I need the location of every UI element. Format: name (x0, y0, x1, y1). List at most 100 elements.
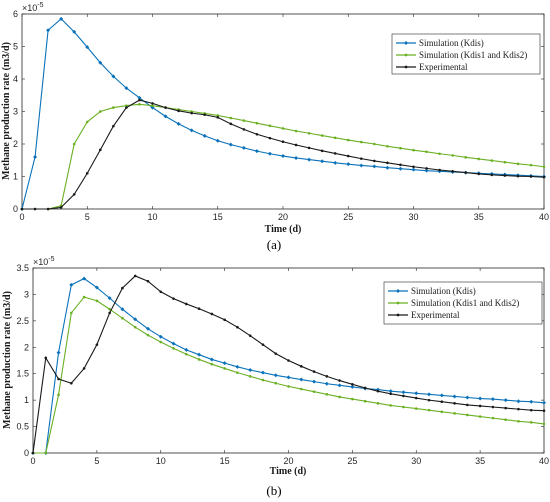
data-point-kdis12-b (146, 333, 150, 337)
data-point-kdis12-b (440, 410, 444, 414)
x-tick-label-b: 5 (94, 456, 99, 466)
data-point-exp-a (490, 173, 494, 177)
y-tick-label-b: 0.5 (16, 422, 29, 432)
data-point-kdis-b (490, 397, 495, 402)
data-point-exp-a (255, 132, 259, 136)
data-point-kdis-b (171, 341, 176, 346)
series-group-a (20, 16, 546, 211)
data-point-exp-a (164, 106, 167, 109)
legend-a-label-kdis12: Simulation (Kdis1 and Kdis2) (419, 50, 527, 60)
x-tick-label-a: 30 (408, 212, 418, 222)
data-point-exp-b (517, 407, 520, 411)
data-point-kdis-a (46, 28, 51, 33)
data-point-kdis12-a (477, 157, 481, 161)
data-point-exp-a (360, 157, 363, 160)
data-point-kdis-a (385, 165, 390, 170)
x-tick-label-b: 30 (411, 456, 421, 466)
x-tick-label-b: 25 (347, 456, 357, 466)
data-point-kdis-b (222, 361, 227, 366)
data-point-kdis-a (424, 168, 429, 173)
data-point-kdis-a (215, 138, 220, 143)
data-point-kdis12-b (287, 385, 290, 388)
data-point-kdis12-a (307, 131, 311, 135)
y-tick-label-a: 2 (13, 139, 18, 149)
data-point-kdis-a (33, 155, 38, 159)
series-group-b (31, 274, 546, 455)
data-point-kdis-a (254, 149, 259, 154)
data-point-kdis12-b (504, 418, 507, 422)
data-point-exp-b (197, 307, 201, 311)
data-point-kdis-b (133, 317, 138, 322)
data-point-exp-a (373, 159, 376, 163)
data-point-kdis-a (372, 164, 377, 169)
data-point-kdis12-b (325, 393, 329, 396)
multiplier-a: ×10-5 (22, 2, 44, 13)
data-point-exp-b (542, 409, 546, 413)
data-point-kdis-a (281, 154, 285, 159)
data-point-exp-b (440, 400, 444, 404)
data-point-exp-a (320, 149, 324, 153)
data-point-kdis-a (241, 145, 246, 150)
data-point-kdis12-a (516, 162, 520, 166)
data-point-kdis12-b (44, 451, 48, 455)
data-point-kdis12-b (338, 395, 341, 399)
data-point-kdis-a (202, 133, 207, 138)
data-point-exp-b (478, 404, 482, 408)
data-point-kdis12-a (255, 121, 259, 125)
data-point-kdis12-a (451, 154, 454, 157)
multiplier-b: ×10-5 (33, 256, 55, 267)
data-point-kdis12-b (57, 393, 60, 397)
data-point-kdis-a (359, 163, 364, 168)
data-point-kdis12-b (223, 367, 226, 370)
y-tick-label-b: 0 (24, 448, 29, 458)
data-point-kdis-a (163, 114, 168, 119)
data-point-kdis-a (72, 29, 77, 34)
x-tick-label-b: 20 (283, 456, 293, 466)
x-tick-label-a: 35 (474, 212, 484, 222)
data-point-exp-a (529, 175, 533, 178)
data-point-exp-b (261, 343, 265, 346)
data-point-kdis12-b (517, 419, 520, 423)
data-point-kdis12-a (346, 138, 350, 142)
data-point-kdis-a (267, 151, 272, 156)
data-point-exp-b (504, 406, 507, 410)
data-point-exp-b (338, 379, 341, 382)
data-point-exp-a (542, 175, 546, 179)
data-point-exp-a (307, 146, 311, 150)
x-tick-label-a: 40 (539, 212, 549, 222)
data-point-kdis-b (312, 379, 317, 384)
data-point-kdis-a (98, 60, 103, 65)
data-point-kdis-b (197, 352, 202, 357)
data-point-kdis12-b (121, 316, 124, 320)
data-point-exp-a (464, 171, 468, 174)
data-point-kdis-a (59, 16, 64, 21)
data-point-exp-b (376, 389, 380, 393)
data-point-kdis12-b (414, 407, 418, 410)
data-point-kdis-a (150, 105, 155, 110)
data-point-kdis12-b (159, 340, 163, 344)
data-point-exp-a (451, 170, 454, 173)
data-point-kdis12-b (172, 347, 175, 350)
data-point-kdis-a (307, 157, 312, 162)
data-point-kdis-b (107, 296, 112, 301)
data-point-exp-b (44, 356, 48, 360)
x-tick-label-b: 0 (30, 456, 35, 466)
data-point-exp-b (210, 312, 214, 316)
data-point-kdis12-a (125, 104, 128, 107)
data-point-kdis12-a (229, 116, 233, 120)
data-point-exp-b (31, 451, 35, 455)
data-point-kdis12-a (490, 159, 494, 162)
data-point-kdis-b (439, 393, 444, 398)
data-point-exp-b (312, 370, 316, 373)
data-point-kdis12-a (242, 119, 246, 122)
data-point-exp-b (299, 365, 303, 368)
data-point-exp-b (414, 396, 418, 400)
data-point-kdis-b (158, 334, 163, 339)
data-point-exp-a (72, 193, 76, 196)
data-point-kdis-b (350, 384, 355, 389)
data-point-kdis-b (337, 383, 342, 388)
data-point-kdis12-b (210, 362, 214, 366)
legend-a-marker-kdis12 (404, 53, 408, 57)
data-point-kdis12-a (386, 144, 389, 148)
